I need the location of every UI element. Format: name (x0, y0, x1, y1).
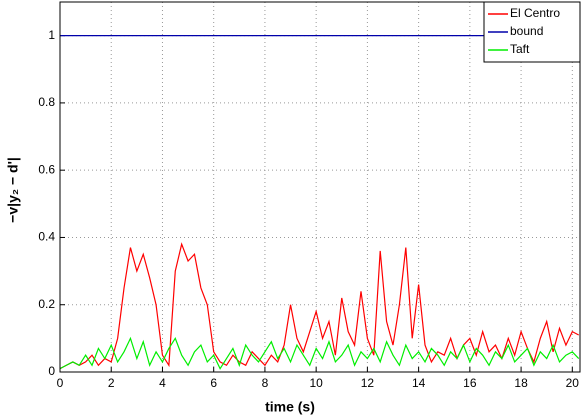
y-tick-label: 0.4 (38, 230, 55, 244)
legend-label: Taft (510, 42, 530, 56)
x-tick-label: 12 (361, 376, 375, 390)
x-tick-label: 8 (262, 376, 269, 390)
y-tick-label: 0 (48, 364, 55, 378)
series-line (59, 336, 580, 370)
x-tick-label: 6 (210, 376, 217, 390)
x-tick-label: 14 (412, 376, 426, 390)
series-line (59, 242, 579, 370)
x-tick-label: 4 (159, 376, 166, 390)
x-tick-label: 10 (309, 376, 323, 390)
y-tick-label: 0.2 (38, 297, 55, 311)
x-tick-label: 16 (463, 376, 477, 390)
x-tick-label: 20 (566, 376, 580, 390)
x-axis-label: time (s) (265, 399, 315, 415)
x-tick-label: 2 (108, 376, 115, 390)
plot-frame (59, 1, 581, 373)
x-tick-label: 18 (514, 376, 528, 390)
legend-label: bound (510, 24, 543, 38)
legend-label: El Centro (510, 6, 560, 20)
x-tick-label: 0 (57, 376, 64, 390)
y-tick-label: 1 (48, 28, 55, 42)
y-tick-label: 0.6 (38, 162, 55, 176)
legend: El Centro bound Taft (483, 1, 581, 63)
y-axis-label: −v|y₂ − d'| (5, 157, 21, 223)
y-tick-label: 0.8 (38, 95, 55, 109)
